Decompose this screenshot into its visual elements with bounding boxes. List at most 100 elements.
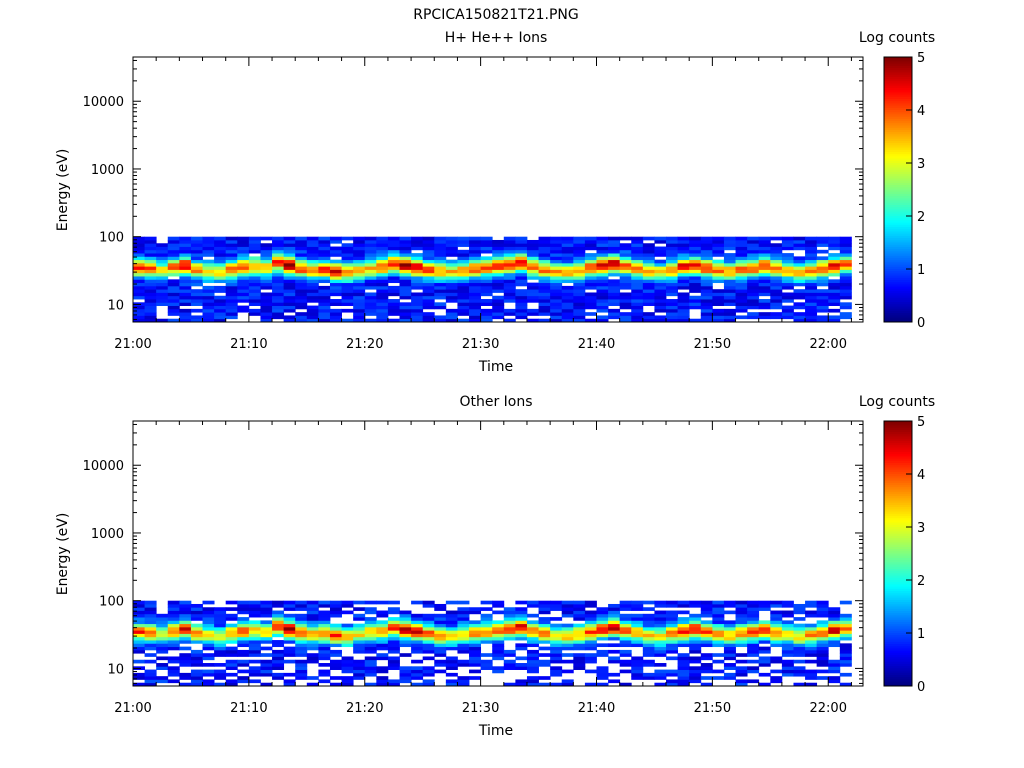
heatmap-cell <box>329 266 342 270</box>
heatmap-cell <box>144 636 157 641</box>
heatmap-cell <box>712 246 725 251</box>
heatmap-cell <box>156 633 169 638</box>
heatmap-cell <box>689 279 702 284</box>
heatmap-cell <box>376 682 389 687</box>
heatmap-cell <box>469 236 482 241</box>
heatmap-cell <box>503 246 516 251</box>
heatmap-cell <box>445 646 458 651</box>
colorbar-swatch <box>884 648 912 652</box>
heatmap-cell <box>515 276 528 280</box>
heatmap-cell <box>133 636 145 641</box>
heatmap-cell <box>364 630 377 634</box>
heatmap-cell <box>758 236 771 241</box>
heatmap-cell <box>434 266 447 270</box>
heatmap-cell <box>272 295 285 300</box>
heatmap-cell <box>329 666 342 670</box>
heatmap-cell <box>515 315 528 320</box>
colorbar-swatch <box>884 255 912 259</box>
heatmap-cell <box>723 666 736 670</box>
heatmap-cell <box>631 302 644 306</box>
heatmap-cell <box>596 672 609 677</box>
colorbar-tick-label: 3 <box>917 157 925 172</box>
heatmap-cell <box>341 272 354 277</box>
heatmap-cell <box>758 259 771 264</box>
heatmap-cell <box>642 292 655 297</box>
heatmap-cell <box>608 243 621 247</box>
heatmap-cell <box>353 276 366 280</box>
heatmap-cell <box>642 663 655 667</box>
heatmap-cell <box>156 253 169 257</box>
heatmap-cell <box>480 276 493 280</box>
heatmap-cell <box>318 253 331 257</box>
heatmap-cell <box>561 640 574 644</box>
heatmap-cell <box>793 289 806 293</box>
heatmap-cell <box>515 253 528 257</box>
colorbar-swatch <box>884 224 912 228</box>
heatmap-cell <box>631 666 644 670</box>
heatmap-cell <box>839 630 852 634</box>
heatmap-cell <box>480 617 493 621</box>
heatmap-cell <box>283 246 296 251</box>
heatmap-cell <box>179 603 192 608</box>
heatmap-cell <box>758 279 771 284</box>
heatmap-cell <box>526 626 539 631</box>
heatmap-cell <box>399 623 412 628</box>
heatmap-cell <box>805 243 818 247</box>
heatmap-cell <box>457 312 470 316</box>
heatmap-cell <box>434 663 447 667</box>
heatmap-cell <box>469 285 482 290</box>
heatmap-cell <box>816 663 829 667</box>
heatmap-cell <box>689 666 702 670</box>
colorbar-swatch <box>884 105 912 109</box>
colorbar-swatch <box>884 79 912 82</box>
heatmap-cell <box>295 620 308 625</box>
heatmap-cell <box>503 259 516 264</box>
heatmap-cell <box>608 603 621 608</box>
heatmap-cell <box>341 603 354 608</box>
heatmap-cell <box>387 312 400 316</box>
heatmap-cell <box>747 236 760 241</box>
heatmap-cell <box>608 315 621 320</box>
heatmap-cell <box>723 302 736 306</box>
heatmap-cell <box>457 299 470 303</box>
heatmap-cell <box>793 272 806 277</box>
heatmap-cell <box>781 600 794 605</box>
heatmap-cell <box>550 276 563 280</box>
heatmap-cell <box>306 292 319 297</box>
heatmap-cell <box>237 243 250 247</box>
heatmap-cell <box>550 249 563 254</box>
heatmap-cell <box>329 630 342 634</box>
colorbar-swatch <box>884 70 912 73</box>
heatmap-cell <box>747 312 760 316</box>
heatmap-cell <box>781 636 794 641</box>
heatmap-cell <box>248 272 261 277</box>
heatmap-cell <box>642 623 655 628</box>
heatmap-cell <box>805 282 818 287</box>
heatmap-cell <box>805 600 818 605</box>
heatmap-cell <box>237 249 250 254</box>
heatmap-cell <box>376 679 389 684</box>
heatmap-cell <box>190 256 203 261</box>
heatmap-cell <box>608 295 621 300</box>
heatmap-cell <box>619 302 632 306</box>
heatmap-cell <box>411 640 424 644</box>
heatmap-cell <box>272 272 285 277</box>
heatmap-cell <box>411 302 424 306</box>
colorbar-swatch <box>884 637 912 641</box>
colorbar-swatch <box>884 659 912 663</box>
heatmap-cell <box>538 636 551 641</box>
heatmap-cell <box>156 262 169 267</box>
heatmap-cell <box>573 236 586 241</box>
heatmap-cell <box>677 643 690 648</box>
colorbar-swatch <box>884 511 912 515</box>
heatmap-cell <box>399 289 412 293</box>
heatmap-cell <box>445 679 458 684</box>
heatmap-cell <box>526 613 539 618</box>
heatmap-cell <box>642 607 655 611</box>
heatmap-cell <box>260 285 273 290</box>
heatmap-cell <box>828 299 841 303</box>
heatmap-cell <box>631 620 644 625</box>
heatmap-cell <box>596 669 609 674</box>
heatmap-cell <box>202 279 215 284</box>
